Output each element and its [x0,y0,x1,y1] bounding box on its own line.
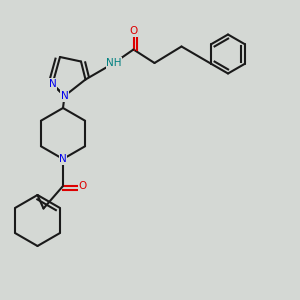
Text: O: O [78,181,87,191]
Text: NH: NH [106,58,122,68]
Text: N: N [61,91,68,101]
Text: N: N [59,154,67,164]
Text: N: N [49,79,56,89]
Text: O: O [129,26,138,37]
